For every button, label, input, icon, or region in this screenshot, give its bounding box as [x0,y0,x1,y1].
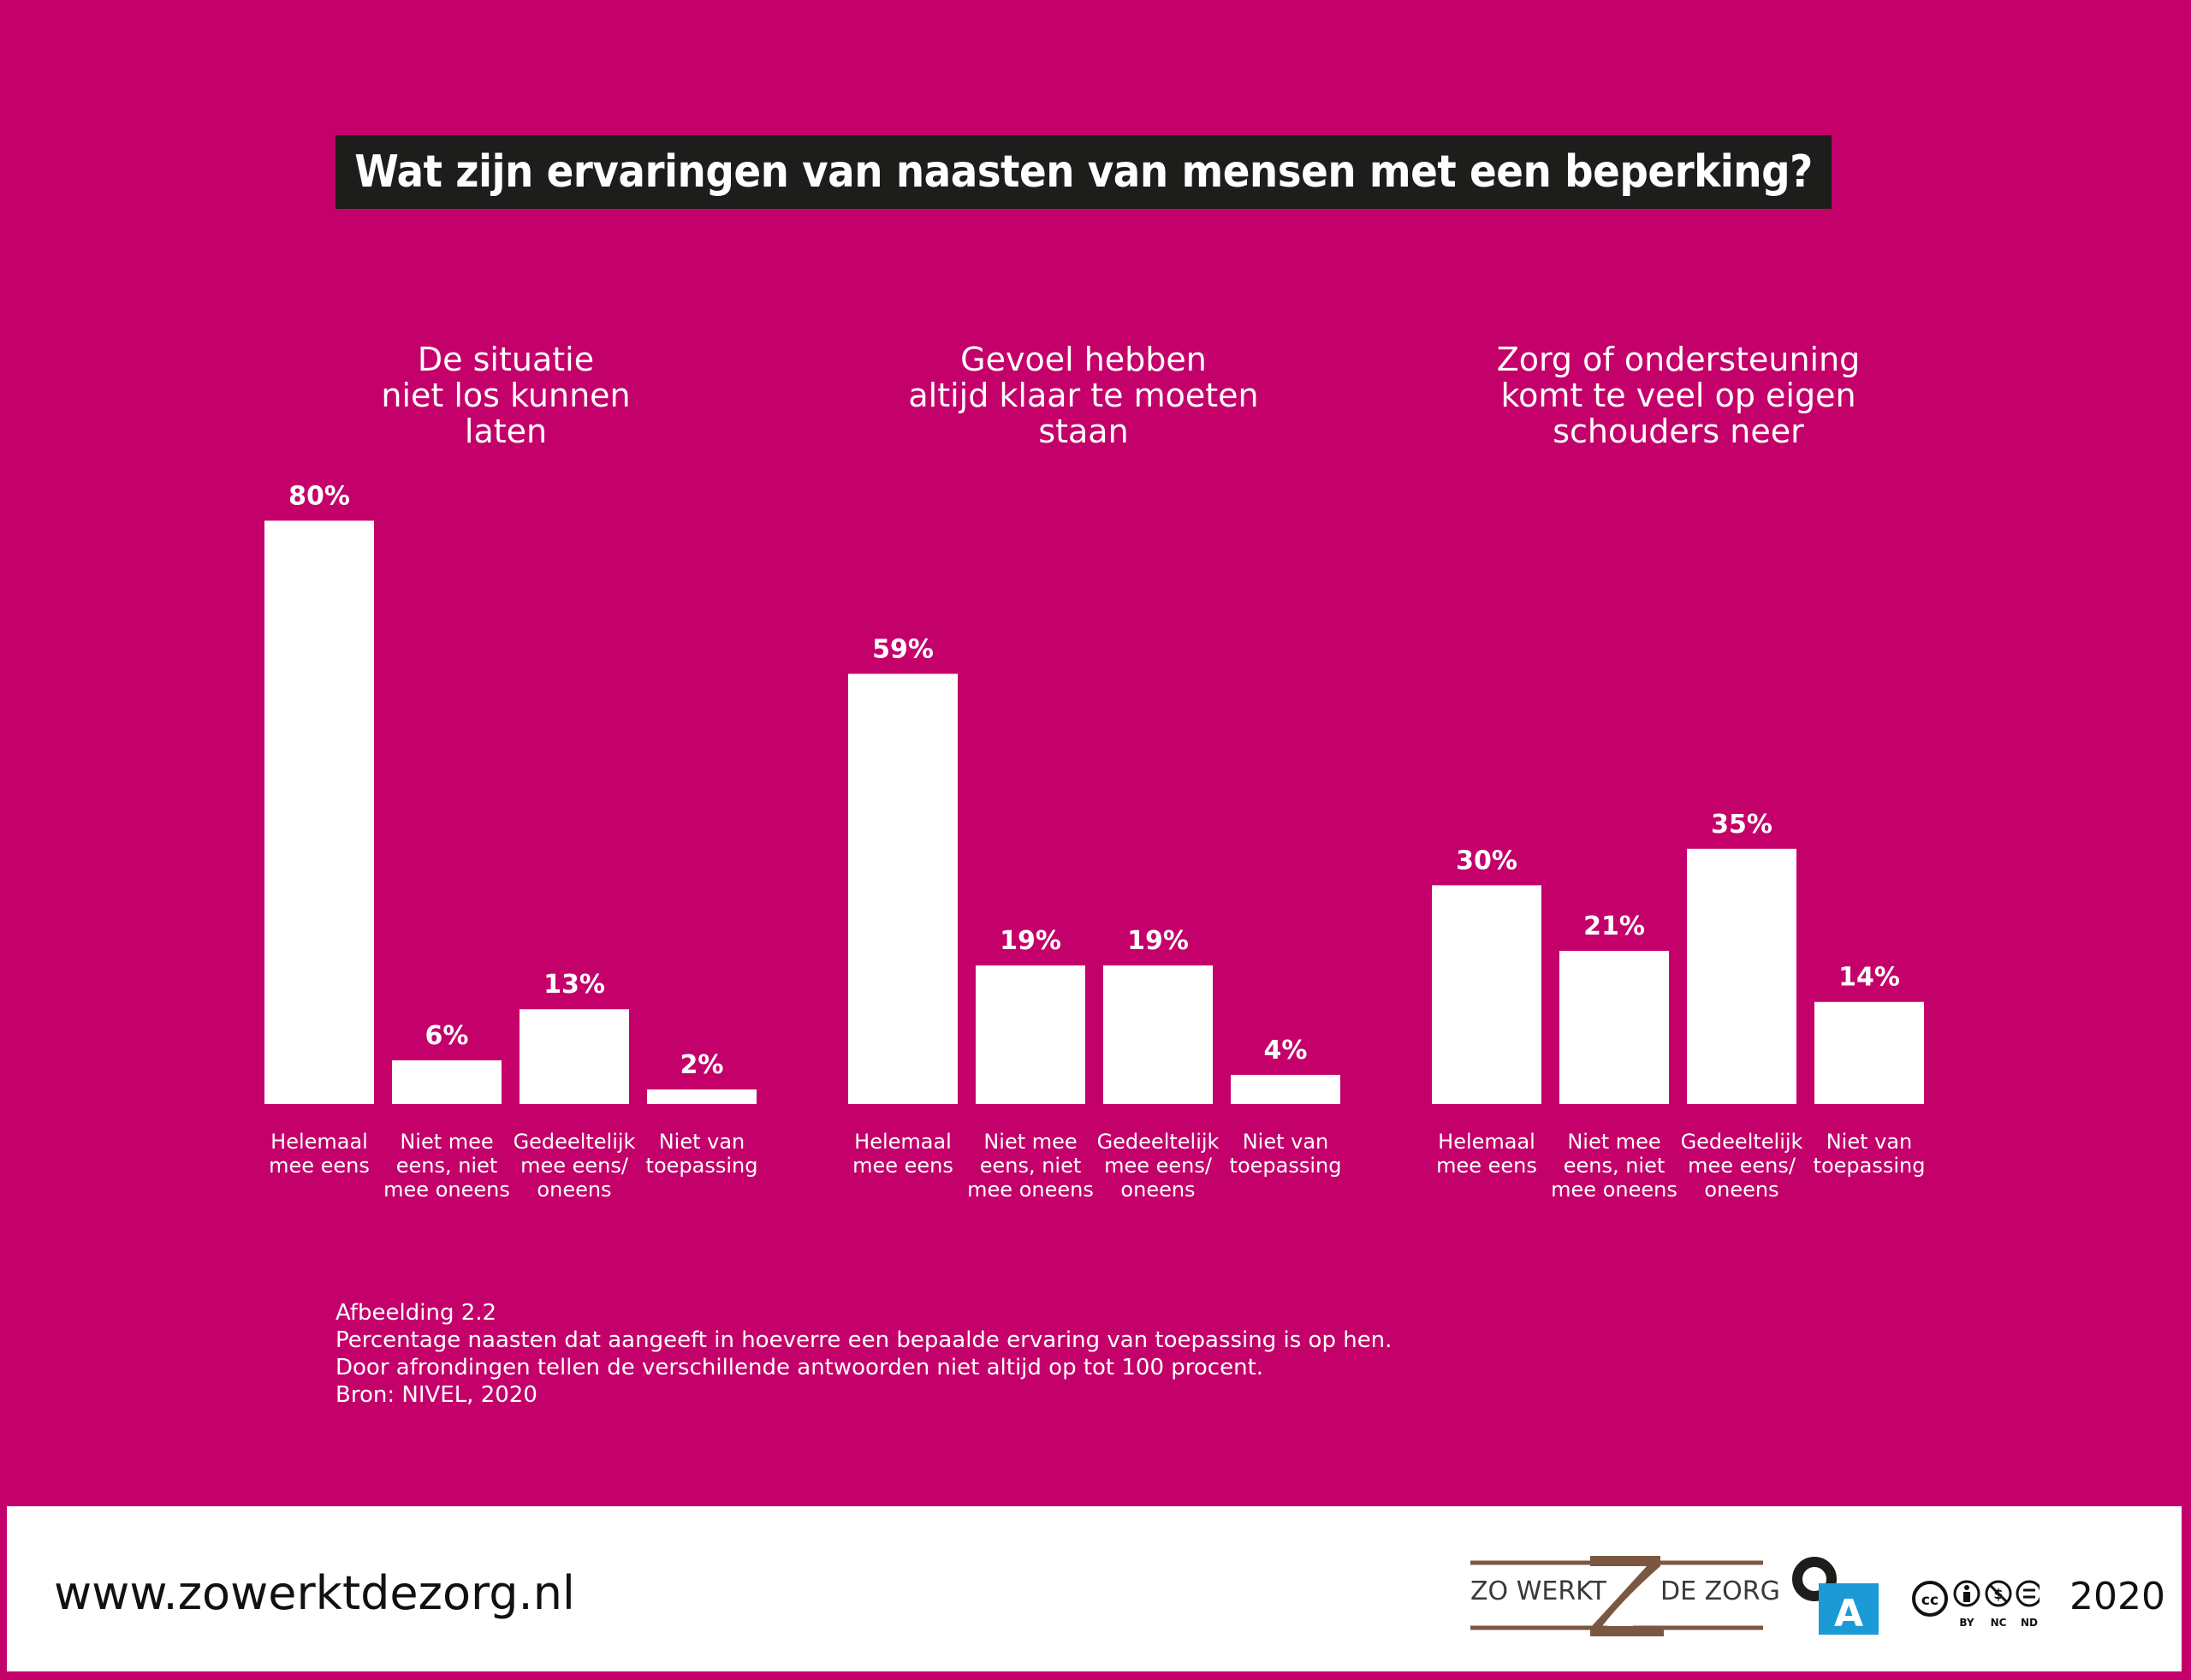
category-label: Gedeeltelijk [1681,1130,1803,1154]
category-label: Niet van [1243,1130,1329,1154]
open-access-logo: A [1792,1557,1879,1635]
category-label: Gedeeltelijk [514,1130,636,1154]
bar [1432,885,1541,1104]
bar [1687,848,1796,1104]
bar-value-label: 80% [288,481,350,511]
bar [1559,951,1669,1104]
category-label: Niet mee [400,1130,493,1154]
bar-value-label: 14% [1838,963,1900,993]
chart-title: Wat zijn ervaringen van naasten van mens… [354,146,1813,198]
brand-text-right: DE ZORG [1660,1576,1780,1606]
category-label: mee eens/ [520,1154,629,1178]
category-label: mee eens [269,1154,370,1178]
bar [976,965,1085,1104]
category-label: Niet mee [1567,1130,1660,1154]
category-label: mee eens [1436,1154,1537,1178]
bar [848,674,958,1104]
category-label: mee oneens [1551,1178,1677,1202]
category-label: mee eens [852,1154,953,1178]
category-label: oneens [1120,1178,1195,1202]
bar [1103,965,1213,1104]
open-access-letter: A [1834,1592,1863,1635]
bar-value-label: 19% [1000,926,1061,956]
cc-nc-label: NC [1991,1617,2007,1629]
cc-nd-label: ND [2021,1617,2038,1629]
copyright-year: 2020 [2069,1575,2165,1618]
category-label: eens, niet [1564,1154,1666,1178]
category-label: Gedeeltelijk [1097,1130,1220,1154]
brand-text-left: ZO WERKT [1470,1576,1606,1606]
cc-by-label: BY [1959,1617,1974,1629]
chart-subtitle-line: schouders neer [1553,413,1804,450]
footer: www.zowerktdezorg.nl ZO WERKT DE ZORG A … [7,1506,2182,1671]
category-label: Niet mee [983,1130,1077,1154]
bar [520,1009,629,1104]
bar [264,520,374,1104]
category-label: toepassing [1814,1154,1926,1178]
svg-text:cc: cc [1921,1592,1939,1609]
chart-subtitle-line: Zorg of ondersteuning [1497,341,1861,378]
bar [392,1060,502,1104]
category-label: oneens [537,1178,611,1202]
category-label: Helemaal [1438,1130,1535,1154]
website-link[interactable]: www.zowerktdezorg.nl [54,1566,575,1620]
bar-value-label: 35% [1711,810,1772,840]
bar-value-label: 4% [1264,1036,1308,1066]
chart-subtitle-line: staan [1038,413,1128,450]
creative-commons-license-icon: cc $ BY NC ND [1912,1580,2040,1629]
bar [1231,1074,1340,1104]
category-label: Niet van [659,1130,745,1154]
category-label: Helemaal [854,1130,952,1154]
caption-description: Percentage naasten dat aangeeft in hoeve… [335,1327,1392,1353]
category-label: eens, niet [396,1154,498,1178]
category-label: toepassing [1230,1154,1342,1178]
chart-subtitle-line: laten [465,413,547,450]
caption-source: Bron: NIVEL, 2020 [335,1382,537,1408]
bar [647,1089,757,1104]
category-label: mee eens/ [1104,1154,1213,1178]
chart-subtitle-line: komt te veel op eigen [1500,377,1856,414]
category-label: mee oneens [383,1178,510,1202]
bar [1814,1001,1924,1104]
bar-value-label: 6% [425,1021,469,1051]
bar-value-label: 19% [1127,926,1189,956]
chart-subtitle-line: De situatie [418,341,594,378]
bar-value-label: 59% [872,634,934,664]
category-label: mee eens/ [1688,1154,1796,1178]
category-label: oneens [1704,1178,1778,1202]
chart-subtitle-line: Gevoel hebben [960,341,1207,378]
category-label: Helemaal [270,1130,368,1154]
brand-logo-graphic [1470,1556,1763,1636]
zo-werkt-de-zorg-logo: ZO WERKT DE ZORG [1462,1551,1780,1645]
chart-subtitle-line: altijd klaar te moeten [908,377,1258,414]
caption-figure-number: Afbeelding 2.2 [335,1300,497,1326]
category-label: toepassing [646,1154,758,1178]
category-label: mee oneens [967,1178,1094,1202]
figure-caption: Afbeelding 2.2 Percentage naasten dat aa… [335,1299,1392,1409]
bar-value-label: 30% [1456,846,1517,876]
caption-rounding-note: Door afrondingen tellen de verschillende… [335,1355,1264,1380]
bar-value-label: 2% [680,1050,724,1080]
chart-subtitle-line: niet los kunnen [381,377,630,414]
category-label: eens, niet [980,1154,1082,1178]
title-bar: Wat zijn ervaringen van naasten van mens… [335,135,1832,209]
bar-value-label: 21% [1583,911,1645,941]
category-label: Niet van [1826,1130,1913,1154]
bar-value-label: 13% [543,970,605,1000]
